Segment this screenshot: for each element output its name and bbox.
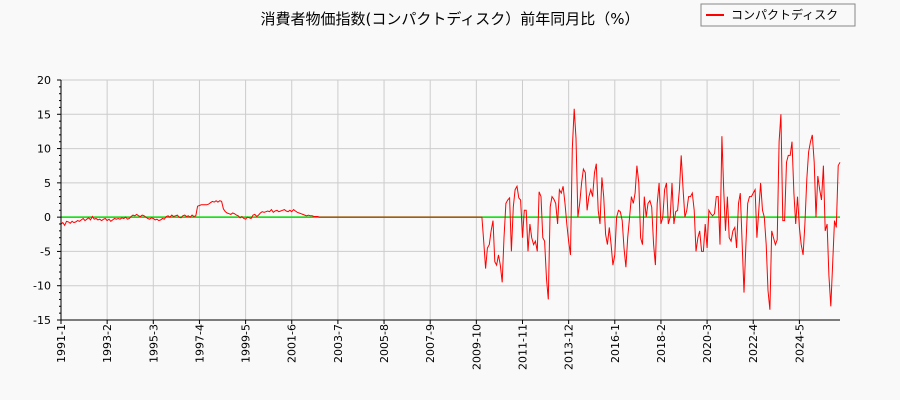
grid <box>60 79 840 321</box>
y-axis: 20 15 10 5 0 -5 -10 -15 <box>33 74 61 327</box>
x-tick-label: 2005-8 <box>378 324 391 363</box>
x-tick-label: 2007-9 <box>424 324 437 363</box>
x-tick-label: 2024-5 <box>793 324 806 363</box>
chart-title: 消費者物価指数(コンパクトディスク）前年同月比（%） <box>260 10 639 28</box>
legend-box <box>700 3 856 27</box>
x-tick-label: 2013-12 <box>563 324 576 370</box>
x-tick-label: 1995-3 <box>147 324 160 363</box>
x-tick-label: 2020-3 <box>701 324 714 363</box>
axes-frame <box>60 80 840 321</box>
legend: コンパクトディスク <box>700 3 856 27</box>
legend-label: コンパクトディスク <box>731 7 838 22</box>
x-tick-label: 2016-1 <box>609 324 622 363</box>
y-tick-label: -5 <box>40 245 51 258</box>
x-axis: 1991-1 1993-2 1995-3 1997-4 1999-5 2001-6 2003… <box>55 320 806 370</box>
x-tick-label: 2022-4 <box>747 324 760 363</box>
series-line-compact-disc <box>60 108 841 310</box>
x-tick-label: 2018-2 <box>655 324 668 363</box>
x-tick-label: 2003-7 <box>332 324 345 363</box>
x-tick-label: 2009-10 <box>470 324 483 370</box>
x-tick-label: 1993-2 <box>101 324 114 363</box>
x-tick-label: 1991-1 <box>55 324 68 363</box>
y-tick-label: 5 <box>44 177 51 190</box>
y-tick-label: -15 <box>33 314 51 327</box>
y-tick-label: 20 <box>37 74 51 87</box>
y-tick-label: 10 <box>37 143 51 156</box>
x-tick-label: 2001-6 <box>286 324 299 363</box>
y-tick-label: -10 <box>33 280 51 293</box>
y-tick-label: 15 <box>37 108 51 121</box>
x-tick-label: 1999-5 <box>240 324 253 363</box>
y-tick-label: 0 <box>44 211 51 224</box>
x-tick-label: 1997-4 <box>193 324 206 363</box>
x-tick-label: 2011-11 <box>516 324 529 370</box>
